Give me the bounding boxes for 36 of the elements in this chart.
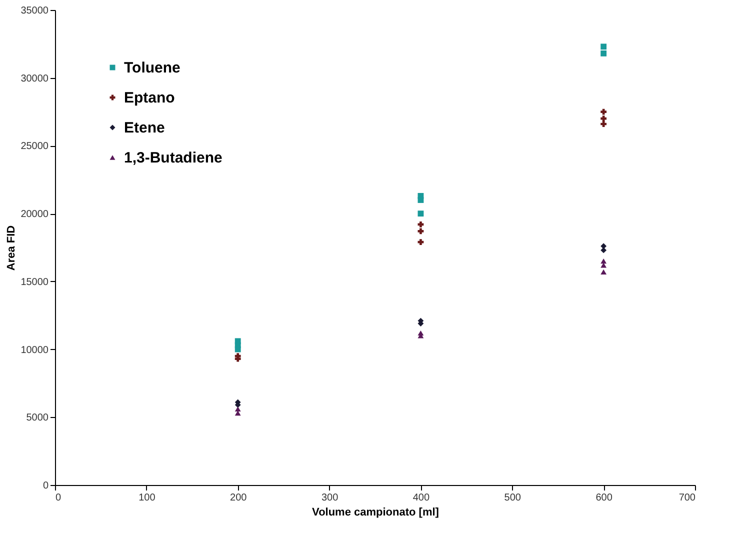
y-tick-label: 5000 <box>26 412 49 424</box>
y-tick-label: 35000 <box>20 6 49 16</box>
x-tick-label: 700 <box>678 492 696 504</box>
point <box>418 228 424 234</box>
y-tick-label: 10000 <box>20 344 49 356</box>
y-tick-label: 20000 <box>20 209 49 220</box>
point <box>600 44 607 50</box>
legend-label: Toluene <box>124 60 180 76</box>
legend-label: Etene <box>124 120 165 136</box>
x-tick-label: 100 <box>138 492 156 504</box>
y-axis-title: Area FID <box>6 225 18 271</box>
point <box>234 346 241 352</box>
y-tick-label: 30000 <box>20 73 49 84</box>
x-tick-label: 600 <box>596 492 613 504</box>
point <box>418 197 424 203</box>
point <box>418 239 424 246</box>
y-tick-label: 0 <box>42 480 49 492</box>
point <box>600 121 607 127</box>
point <box>600 116 607 122</box>
point <box>600 50 607 56</box>
x-tick-label: 500 <box>504 492 522 504</box>
point <box>600 269 607 274</box>
point <box>600 258 607 264</box>
x-axis-title: Volume campionato [ml] <box>312 506 440 518</box>
point <box>418 221 424 228</box>
y-tick-label: 25000 <box>20 141 49 152</box>
point <box>418 210 424 217</box>
legend-label: Eptano <box>124 90 175 106</box>
legend-label: 1,3-Butadiene <box>124 150 222 166</box>
x-tick-label: 0 <box>56 492 62 504</box>
point <box>600 108 607 115</box>
x-tick-label: 200 <box>230 492 248 504</box>
point <box>234 406 241 412</box>
x-tick-label: 400 <box>412 492 430 504</box>
y-tick-label: 15000 <box>20 276 49 288</box>
x-tick-label: 300 <box>321 492 339 504</box>
